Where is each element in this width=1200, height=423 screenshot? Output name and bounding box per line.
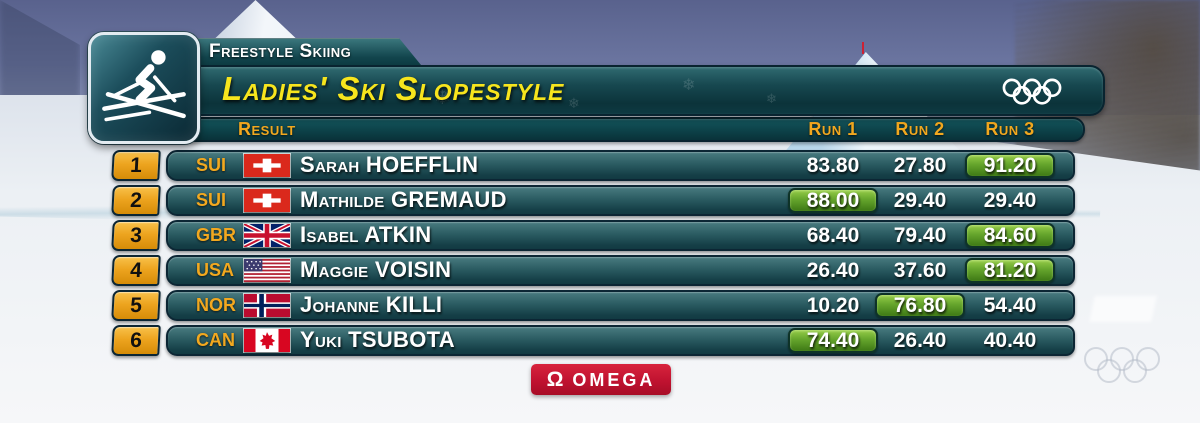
athlete-name: Maggie VOISIN (300, 257, 452, 282)
athlete-name: Sarah HOEFFLIN (300, 152, 479, 177)
run3-score: 54.40 (983, 294, 1037, 317)
run1-column-label: Run 1 (808, 119, 858, 139)
run1-score: 10.20 (806, 294, 860, 317)
snowflake-decoration-icon: ❄ (682, 77, 696, 94)
result-row: 1 SUI Sarah HOEFFLIN 83.80 27.80 91.20 (110, 150, 1075, 181)
noc-code: SUI (196, 190, 227, 210)
run2-column-label: Run 2 (895, 119, 945, 139)
result-row: 4 USA (110, 255, 1075, 286)
result-row: 2 SUI Mathilde GREMAUD 88.00 29.40 29.40 (110, 185, 1075, 216)
run2-score: 26.40 (893, 329, 947, 352)
noc-code: NOR (196, 295, 236, 315)
flag-switzerland-icon (244, 154, 290, 177)
run2-score: 76.80 (875, 293, 965, 318)
row-bar: USA (166, 255, 1075, 286)
run2-score: 29.40 (893, 189, 947, 212)
run3-score: 84.60 (965, 223, 1055, 248)
run3-score: 91.20 (965, 153, 1055, 178)
run2-score: 79.40 (893, 224, 947, 247)
run2-score: 37.60 (893, 259, 947, 282)
row-bar: SUI Sarah HOEFFLIN 83.80 27.80 91.20 (166, 150, 1075, 181)
flag-great-britain-icon (244, 224, 290, 247)
noc-code: USA (196, 260, 235, 280)
run1-score: 68.40 (806, 224, 860, 247)
noc-code: CAN (196, 330, 235, 350)
flag-switzerland-icon (244, 189, 290, 212)
result-row: 5 NOR Johanne KILLI 10.20 76.80 54.40 (110, 290, 1075, 321)
rank-badge: 1 (111, 150, 161, 181)
result-row: 3 GBR Isabel ATKIN 68.40 79.40 84.60 (110, 220, 1075, 251)
run3-score: 81.20 (965, 258, 1055, 283)
row-bar: CAN Yuki TSUBOTA 74.40 26.40 40.40 (166, 325, 1075, 356)
omega-logo: Ω OMEGA (531, 364, 671, 395)
row-bar: GBR Isabel ATKIN 68.40 79.40 84.60 (166, 220, 1075, 251)
olympic-rings-icon (1002, 78, 1062, 105)
noc-code: SUI (196, 155, 227, 175)
row-bar: SUI Mathilde GREMAUD 88.00 29.40 29.40 (166, 185, 1075, 216)
rank-badge: 3 (111, 220, 161, 251)
run3-column-label: Run 3 (985, 119, 1035, 139)
snowflake-decoration-icon: ❄ (568, 95, 580, 111)
run3-score: 40.40 (983, 329, 1037, 352)
flag-united-states-icon (244, 259, 290, 282)
athlete-name: Mathilde GREMAUD (300, 187, 507, 212)
run2-score: 27.80 (893, 154, 947, 177)
column-header-bar: Result Run 1 Run 2 Run 3 (110, 117, 1085, 142)
result-row: 6 CAN Yuki TSUBOTA 74.40 26.40 40.40 (110, 325, 1075, 356)
run1-score: 88.00 (788, 188, 878, 213)
flag-norway-icon (244, 294, 290, 317)
flag-canada-icon (244, 329, 290, 352)
run1-score: 26.40 (806, 259, 860, 282)
omega-symbol-icon: Ω (546, 368, 564, 391)
sport-label: Freestyle Skiing (209, 41, 352, 62)
run3-score: 29.40 (983, 189, 1037, 212)
sport-tab: Freestyle Skiing (193, 38, 421, 65)
rank-badge: 6 (111, 325, 161, 356)
result-column-label: Result (238, 119, 296, 139)
run1-score: 83.80 (806, 154, 860, 177)
rank-badge: 5 (111, 290, 161, 321)
course-flag (862, 42, 864, 54)
noc-code: GBR (196, 225, 236, 245)
athlete-name: Isabel ATKIN (300, 222, 432, 247)
title-bar: ❄ ❄ ❄ ❄ Ladies' Ski Slopestyle (190, 65, 1105, 116)
freestyle-skier-icon (88, 32, 200, 144)
event-title: Ladies' Ski Slopestyle (222, 70, 565, 107)
rank-badge: 2 (111, 185, 161, 216)
athlete-name: Yuki TSUBOTA (300, 327, 455, 352)
athlete-name: Johanne KILLI (300, 292, 443, 317)
rank-badge: 4 (111, 255, 161, 286)
snowflake-decoration-icon: ❄ (434, 87, 451, 109)
run1-score: 74.40 (788, 328, 878, 353)
row-bar: NOR Johanne KILLI 10.20 76.80 54.40 (166, 290, 1075, 321)
omega-label: OMEGA (572, 369, 656, 390)
snowflake-decoration-icon: ❄ (766, 91, 777, 106)
olympic-rings-snow-mark-icon (1084, 347, 1160, 383)
